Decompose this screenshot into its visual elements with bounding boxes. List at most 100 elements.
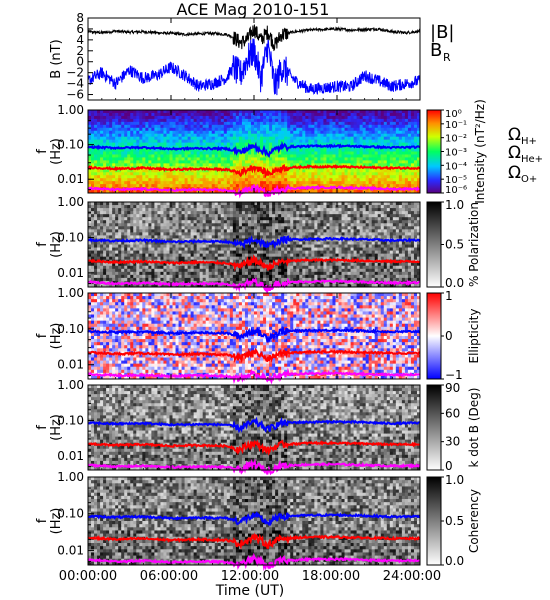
spectrogram-cell [88,268,92,273]
spectrogram-cell [205,181,210,185]
spectrogram-cell [266,139,270,143]
spectrogram-cell [205,268,210,273]
spectrogram-cell [196,280,201,285]
spectrogram-cell [154,139,158,143]
spectrogram-cell [238,115,243,120]
spectrogram-cell [296,139,300,143]
spectrogram-cell [193,148,198,152]
spectrogram-cell [112,211,116,215]
spectrogram-cell [196,223,201,227]
spectrogram-cell [208,205,213,209]
spectrogram-cell [112,229,116,233]
spectrogram-cell [263,157,267,161]
spectrogram-cell [278,214,282,218]
spectrogram-cell [335,127,339,132]
spectrogram-cell [118,157,122,161]
spectrogram-cell [223,154,228,158]
spectrogram-cell [157,271,161,276]
spectrogram-cell [211,205,216,209]
spectrogram-cell [115,110,119,114]
series-line-B_R [87,38,421,96]
spectrogram-cell [350,121,354,126]
spectrogram-cell [338,124,342,129]
spectrogram-cell [145,274,149,279]
spectrogram-cell [250,142,255,146]
spectrogram-cell [121,118,125,123]
spectrogram-cell [106,142,110,146]
spectrogram-cell [193,220,198,224]
spectrogram-cell [232,274,237,279]
spectrogram-cell [353,151,358,155]
spectrogram-cell [118,148,122,152]
spectrogram-cell [374,118,379,123]
spectrogram-cell [205,247,210,251]
spectrogram-cell [404,175,409,179]
spectrogram-cell [154,214,158,218]
spectrogram-cell [332,130,336,135]
spectrogram-cell [335,145,339,149]
spectrogram-cell [281,172,285,176]
spectrogram-cell [112,256,116,261]
spectrogram-cell [184,223,188,227]
spectrogram-cell [208,277,213,282]
spectrogram-cell [398,178,403,182]
spectrogram-cell [260,211,264,215]
spectrogram-cell [148,169,152,173]
spectrogram-cell [308,136,312,141]
spectrogram-cell [160,130,164,135]
spectrogram-cell [223,211,228,215]
spectrogram-cell [166,169,170,173]
spectrogram-cell [335,115,339,120]
spectrogram-cell [94,172,98,176]
spectrogram-cell [115,139,119,143]
spectrogram-cell [278,232,282,236]
spectrogram-cell [145,283,149,288]
spectrogram-cell [127,217,131,221]
spectrogram-cell [223,139,228,143]
spectrogram-cell [175,235,179,239]
spectrogram-cell [214,220,219,224]
spectrogram-cell [106,157,110,161]
spectrogram-cell [257,247,261,251]
spectrogram-cell [163,244,167,248]
spectrogram-cell [302,115,306,120]
spectrogram-cell [145,172,149,176]
spectrogram-cell [269,157,273,161]
spectrogram-cell [181,247,185,251]
spectrogram-cell [172,256,176,261]
spectrogram-cell [208,256,213,261]
spectrogram-cell [229,178,234,182]
spectrogram-cell [145,190,149,194]
spectrogram-cell [235,202,240,206]
spectrogram-cell [344,130,348,135]
spectrogram-cell [257,271,261,276]
spectrogram-cell [302,110,306,114]
spectrogram-cell [269,238,273,242]
spectrogram-cell [139,241,143,245]
spectrogram-cell [202,220,207,224]
spectrogram-cell [160,154,164,158]
spectrogram-cell [398,136,403,141]
spectrogram-cell [332,163,336,167]
spectrogram-cell [341,142,345,146]
spectrogram-cell [196,229,201,233]
spectrogram-cell [142,244,146,248]
spectrogram-cell [232,229,237,233]
spectrogram-cell [356,178,361,182]
spectrogram-cell [347,190,351,194]
spectrogram-cell [389,184,394,188]
spectrogram-cell [266,184,270,188]
spectrogram-cell [106,112,110,117]
spectrogram-cell [323,175,327,179]
spectrogram-cell [266,259,270,264]
spectrogram-cell [220,229,225,233]
spectrogram-cell [371,175,376,179]
spectrogram-cell [220,205,225,209]
spectrogram-cell [190,178,195,182]
spectrogram-cell [347,110,351,114]
spectrogram-cell [269,247,273,251]
spectrogram-cell [269,121,273,126]
spectrogram-cell [250,265,255,270]
spectrogram-cell [136,112,140,117]
spectrogram-cell [106,175,110,179]
